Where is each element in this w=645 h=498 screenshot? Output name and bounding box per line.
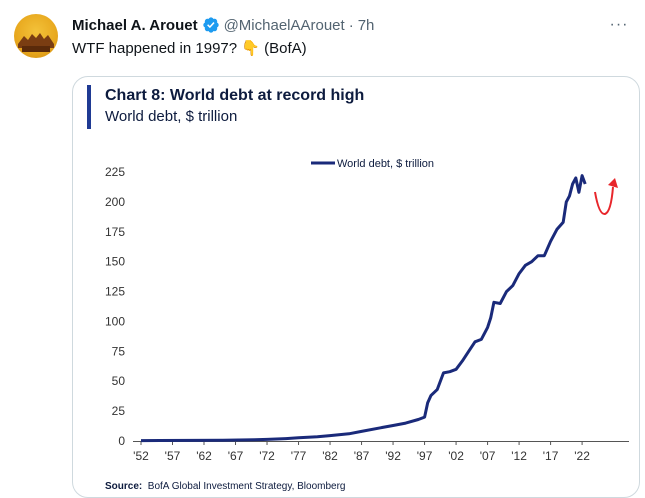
x-tick-label: '92 [385,449,401,463]
title-accent-bar [87,85,91,129]
x-tick-label: '67 [228,449,244,463]
y-tick-label: 100 [105,314,125,328]
tweet-header: Michael A. Arouet @MichaelAArouet · 7h ·… [72,14,631,36]
x-tick-label: '17 [543,449,559,463]
tweet-text: WTF happened in 1997? 👇 (BofA) [72,40,307,57]
annotation-arrowhead [608,178,618,188]
author-handle[interactable]: @MichaelAArouet [223,16,345,34]
x-ticks [140,441,583,445]
annotation-curve [594,186,614,215]
chart-title: Chart 8: World debt at record high [105,87,365,104]
more-options-icon[interactable]: ··· [609,16,629,33]
x-tick-label: '72 [259,449,275,463]
avatar[interactable] [14,14,58,58]
legend: World debt, $ trillion [311,158,434,170]
series-line-world-debt [140,174,587,443]
y-tick-label: 50 [112,374,126,388]
y-tick-label: 75 [112,344,126,358]
source-text: BofA Global Investment Strategy, Bloombe… [147,481,346,492]
verified-badge-icon [202,17,219,33]
x-tick-label: '52 [133,449,149,463]
x-tick-label: '57 [165,449,181,463]
y-tick-label: 25 [112,404,126,418]
source-note: Source: BofA Global Investment Strategy,… [105,481,346,492]
chart-plot: 0 25 50 75 100 125 150 175 200 225 '52 '57 '62 '67 '7… [105,158,629,463]
x-tick-label: '87 [354,449,370,463]
separator-dot: · [348,16,354,34]
y-tick-label: 200 [105,195,125,209]
timestamp[interactable]: 7h [357,16,375,34]
y-tick-label: 125 [105,285,125,299]
y-tick-label: 0 [118,434,125,448]
tweet-media-card[interactable]: Chart 8: World debt at record high World… [72,76,640,498]
x-tick-label: '82 [322,449,338,463]
legend-label: World debt, $ trillion [337,158,434,170]
x-tick-label: '12 [511,449,527,463]
author-name[interactable]: Michael A. Arouet [72,16,198,34]
y-tick-label: 175 [105,225,125,239]
y-tick-label: 150 [105,255,125,269]
x-tick-label: '22 [574,449,590,463]
x-tick-label: '77 [291,449,307,463]
avatar-image [18,33,54,52]
x-tick-label: '97 [417,449,433,463]
x-tick-label: '62 [196,449,212,463]
x-tick-label: '07 [480,449,496,463]
source-label: Source: [105,481,143,492]
x-tick-label: '02 [448,449,464,463]
annotation-arrow [594,178,618,215]
x-axis-labels: '52 '57 '62 '67 '72 '77 '82 '87 '92 '97 '02 '07 '12 '… [133,449,590,463]
chart-subtitle: World debt, $ trillion [105,108,238,125]
y-axis-labels: 0 25 50 75 100 125 150 175 200 225 [105,165,125,448]
y-tick-label: 225 [105,165,125,179]
